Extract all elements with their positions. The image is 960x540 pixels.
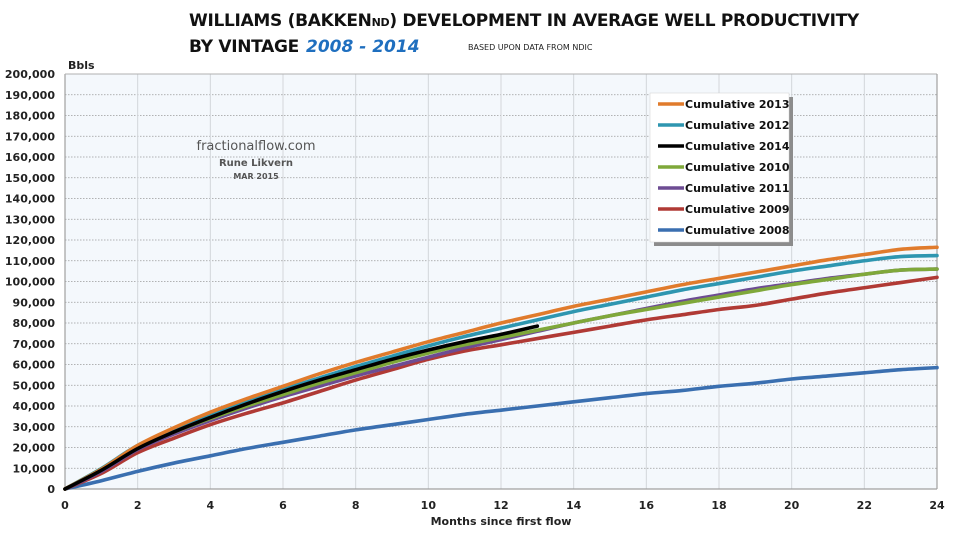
legend-item: Cumulative 2014 <box>658 140 790 153</box>
y-tick-label: 190,000 <box>5 89 55 102</box>
series-line-cumulative-2009 <box>63 275 939 491</box>
legend-item: Cumulative 2010 <box>658 161 790 174</box>
y-tick-label: 50,000 <box>13 379 56 392</box>
title-text-post: ) DEVELOPMENT IN AVERAGE WELL PRODUCTIVI… <box>389 11 859 31</box>
x-axis-label: Months since first flow <box>431 515 572 528</box>
y-tick-label: 110,000 <box>5 255 55 268</box>
y-tick-label: 20,000 <box>13 442 56 455</box>
y-tick-labels: 0 10,000 20,000 30,000 40,000 50,000 60,000 70,… <box>5 68 55 496</box>
watermark: fractionalflow.com Rune Likvern MAR 2015 <box>197 139 316 181</box>
series-line-cumulative-2014 <box>63 324 540 491</box>
y-tick-label: 200,000 <box>5 68 55 81</box>
y-tick-label: 10,000 <box>13 462 56 475</box>
legend-item: Cumulative 2009 <box>658 203 790 216</box>
x-tick-label: 8 <box>352 499 360 512</box>
legend-label: Cumulative 2009 <box>685 203 790 216</box>
watermark-author: Rune Likvern <box>219 158 293 169</box>
y-tick-label: 120,000 <box>5 234 55 247</box>
chart-title-line1: WILLIAMS (BAKKENND) DEVELOPMENT IN AVERA… <box>189 11 859 31</box>
series-line-cumulative-2013 <box>63 245 939 491</box>
y-tick-label: 90,000 <box>13 296 56 309</box>
x-tick-label: 22 <box>857 499 872 512</box>
y-tick-label: 160,000 <box>5 151 55 164</box>
chart-title-line2: BY VINTAGE <box>189 37 299 57</box>
chart-title-years: 2008 - 2014 <box>306 37 420 57</box>
x-tick-label: 0 <box>61 499 69 512</box>
series-line-cumulative-2008 <box>63 365 939 491</box>
x-tick-label: 2 <box>134 499 142 512</box>
legend-label: Cumulative 2013 <box>685 98 790 111</box>
y-tick-label: 70,000 <box>13 338 56 351</box>
x-tick-label: 18 <box>711 499 726 512</box>
x-tick-label: 6 <box>279 499 287 512</box>
x-tick-label: 12 <box>493 499 508 512</box>
watermark-date: MAR 2015 <box>233 172 279 181</box>
y-tick-label: 130,000 <box>5 213 55 226</box>
y-tick-label: 30,000 <box>13 421 56 434</box>
y-tick-label: 100,000 <box>5 276 55 289</box>
title-subscript: ND <box>371 16 390 29</box>
legend-item: Cumulative 2008 <box>658 224 790 237</box>
y-tick-label: 60,000 <box>13 359 56 372</box>
y-tick-label: 0 <box>47 483 55 496</box>
y-tick-label: 140,000 <box>5 193 55 206</box>
legend-label: Cumulative 2012 <box>685 119 790 132</box>
y-tick-label: 40,000 <box>13 400 56 413</box>
x-tick-label: 24 <box>929 499 945 512</box>
legend-item: Cumulative 2013 <box>658 98 790 111</box>
x-tick-label: 16 <box>639 499 655 512</box>
legend-label: Cumulative 2010 <box>685 161 790 174</box>
source-note: BASED UPON DATA FROM NDIC <box>468 43 593 52</box>
y-axis-label: Bbls <box>68 59 95 72</box>
x-tick-label: 10 <box>421 499 437 512</box>
legend-label: Cumulative 2014 <box>685 140 790 153</box>
watermark-site: fractionalflow.com <box>197 139 316 154</box>
y-tick-label: 180,000 <box>5 110 55 123</box>
y-tick-label: 170,000 <box>5 130 55 143</box>
title-text-pre: WILLIAMS (BAKKEN <box>189 11 372 31</box>
y-tick-label: 150,000 <box>5 172 55 185</box>
x-tick-label: 20 <box>784 499 800 512</box>
legend-label: Cumulative 2008 <box>685 224 790 237</box>
series-lines <box>63 245 939 491</box>
legend-item: Cumulative 2011 <box>658 182 790 195</box>
legend: Cumulative 2013 Cumulative 2012 Cumulative… <box>649 92 793 246</box>
x-tick-labels: 0 2 4 6 8 10 12 14 16 18 20 22 24 <box>61 499 945 512</box>
series-line-cumulative-2012 <box>63 253 939 491</box>
x-tick-label: 14 <box>566 499 582 512</box>
legend-label: Cumulative 2011 <box>685 182 790 195</box>
y-tick-label: 80,000 <box>13 317 56 330</box>
legend-item: Cumulative 2012 <box>658 119 790 132</box>
axes <box>64 73 938 490</box>
x-tick-label: 4 <box>207 499 215 512</box>
